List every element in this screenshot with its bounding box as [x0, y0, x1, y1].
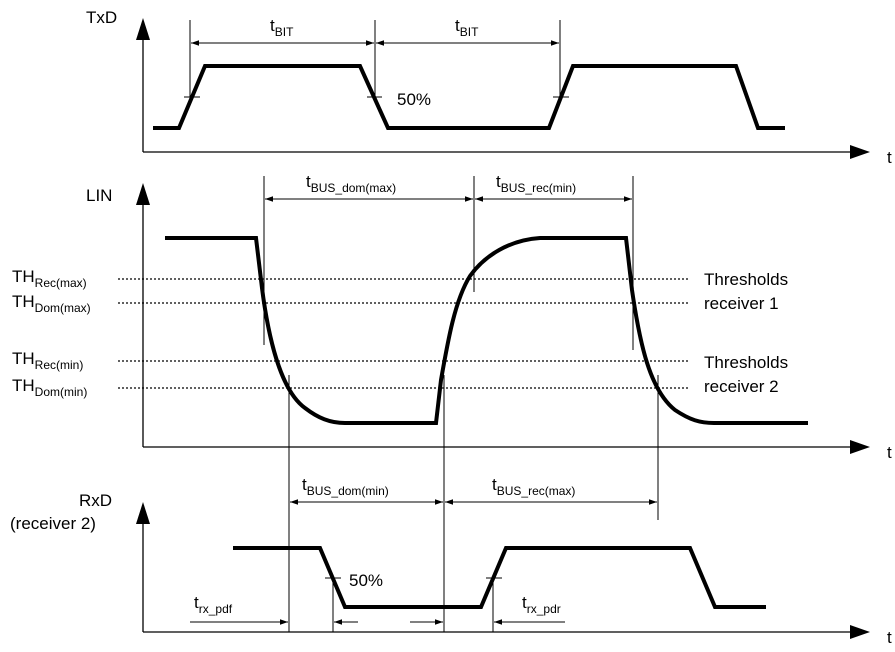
txd-signal-label: TxD — [86, 8, 117, 27]
thresholds-receiver1-word: Thresholds — [704, 270, 788, 289]
rxd-percent-label: 50% — [349, 571, 383, 590]
txd-y-axis-arrowhead — [136, 18, 150, 40]
txd-x-axis-arrowhead — [850, 145, 870, 159]
th-rec-max-label: THRec(max) — [12, 267, 87, 290]
txd-percent-label: 50% — [397, 90, 431, 109]
rxd-x-axis-arrowhead — [850, 625, 870, 639]
lin-panel: t LIN THRec(max) THDom(max) THRec(min) T… — [12, 172, 892, 632]
thresholds-receiver2-word: Thresholds — [704, 353, 788, 372]
tbit-label-2: tBIT — [455, 16, 479, 39]
rxd-panel: t RxD (receiver 2) 50% tBUS_dom(min) tBU… — [10, 475, 892, 647]
lin-x-axis-arrowhead — [850, 440, 870, 454]
rxd-signal-sublabel: (receiver 2) — [10, 514, 96, 533]
rxd-axis-label: t — [887, 628, 892, 647]
lin-waveform — [165, 236, 808, 425]
rx-pdr-label: trx_pdr — [522, 593, 561, 616]
th-dom-max-label: THDom(max) — [12, 292, 91, 315]
txd-panel: t TxD 50% tBIT tBIT — [86, 8, 892, 167]
bus-rec-max-label: tBUS_rec(max) — [492, 475, 575, 498]
lin-y-axis-arrowhead — [136, 183, 150, 205]
lin-axis-label: t — [887, 443, 892, 462]
th-dom-min-label: THDom(min) — [12, 376, 87, 399]
txd-axis-label: t — [887, 148, 892, 167]
rx-pdf-label: trx_pdf — [194, 593, 233, 616]
rxd-signal-label: RxD — [79, 491, 112, 510]
th-rec-min-label: THRec(min) — [12, 349, 83, 372]
lin-signal-label: LIN — [86, 186, 112, 205]
thresholds-receiver1-label: receiver 1 — [704, 294, 779, 313]
bus-dom-max-label: tBUS_dom(max) — [306, 172, 396, 195]
txd-waveform — [153, 64, 785, 130]
rxd-y-axis-arrowhead — [136, 502, 150, 524]
bus-dom-min-label: tBUS_dom(min) — [302, 475, 389, 498]
tbit-label-1: tBIT — [270, 16, 294, 39]
thresholds-receiver2-label: receiver 2 — [704, 377, 779, 396]
bus-rec-min-label: tBUS_rec(min) — [496, 172, 576, 195]
